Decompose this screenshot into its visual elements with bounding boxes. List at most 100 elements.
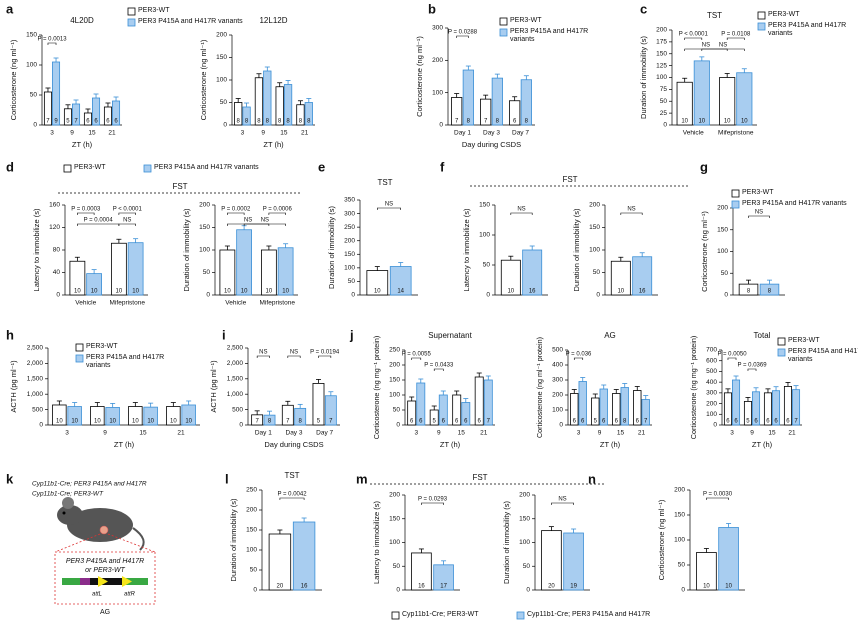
y-tick-label: 2,000 <box>27 360 44 367</box>
y-tick-label: 100 <box>552 407 563 414</box>
chart: l TST 0 50 100 150 200 250 Duration of immobilit… <box>225 471 322 594</box>
y-tick-label: 250 <box>344 224 355 231</box>
significance-bracket <box>287 355 301 358</box>
legend-entry: PER3 P415A and H417R variants <box>510 28 589 43</box>
y-tick-label: 250 <box>246 487 257 494</box>
significance-bracket <box>268 212 286 215</box>
significance-label: NS <box>385 202 393 208</box>
significance-bracket <box>118 223 136 226</box>
x-axis-label: ZT (h) <box>114 440 135 449</box>
legend-entry: PER3-WT <box>768 11 800 18</box>
n-label: 6 <box>86 119 90 125</box>
legend-label: PER3-WT <box>138 7 170 14</box>
significance-label: P = 0.0006 <box>263 207 293 213</box>
n-label: 7 <box>455 119 459 125</box>
significance-label: P = 0.0194 <box>310 350 340 356</box>
bar <box>541 530 562 591</box>
panel-letter: b <box>428 1 436 16</box>
y-axis-label: ACTH (pg ml⁻¹) <box>209 360 218 413</box>
y-tick-label: 50 <box>393 563 401 570</box>
significance-label: P = 0.0004 <box>84 218 114 224</box>
x-axis-label: Day during CSDS <box>462 140 521 149</box>
y-axis-label: Corticosterone (ng ml⁻¹) <box>700 211 709 292</box>
mouse-eye <box>62 511 66 515</box>
chart: Total 0 100 200 300 400 500 600 700 Corticosteron… <box>690 331 858 449</box>
construct-label: or PER3-WT <box>85 567 125 574</box>
y-tick-label: 1,000 <box>27 391 44 398</box>
y-tick-label: 100 <box>246 547 257 554</box>
y-tick-label: 50 <box>678 562 686 569</box>
significance-label: NS <box>719 43 727 49</box>
y-tick-label: 1,500 <box>227 376 244 383</box>
y-tick-label: 125 <box>656 62 667 69</box>
x-tick-label: 9 <box>70 130 74 137</box>
y-tick-label: 0 <box>351 292 355 299</box>
significance-label: NS <box>259 350 267 356</box>
panel-letter: n <box>588 471 596 486</box>
x-tick-label: 15 <box>88 130 96 137</box>
y-tick-label: 50 <box>30 92 38 99</box>
y-tick-label: 50 <box>660 98 668 105</box>
significance-label: P = 0.0288 <box>448 30 478 36</box>
y-tick-label: 200 <box>706 400 717 407</box>
significance-label: NS <box>755 210 763 216</box>
n-label: 6 <box>114 119 118 125</box>
y-tick-label: 500 <box>32 406 43 413</box>
y-axis-label: Corticosterone (ng mg⁻¹ protein) <box>373 336 381 439</box>
n-label: 20 <box>548 584 555 590</box>
legend-label: PER3-WT <box>742 189 774 196</box>
legend-entry: PER3 P415A and H417R variants <box>154 164 259 171</box>
callout-line <box>107 533 156 553</box>
chart-title: FST <box>562 175 577 184</box>
legend-label: PER3 P415A and H417R variants <box>510 28 589 43</box>
x-tick-label: 21 <box>301 130 309 137</box>
x-tick-label: 15 <box>768 430 776 437</box>
chart: 0 50 100 150 200 Duration of immobility (s) 20… <box>502 492 590 594</box>
legend-label: PER3-WT <box>768 11 800 18</box>
n-label: 10 <box>147 419 154 425</box>
legend-entry: PER3-WT <box>86 343 118 350</box>
y-tick-label: 200 <box>216 32 227 39</box>
x-tick-label: 3 <box>577 430 581 437</box>
y-tick-label: 0 <box>596 292 600 299</box>
legend-label: PER3 P415A and H417R variants <box>138 18 243 25</box>
significance-label: P = 0.036 <box>566 352 592 358</box>
y-tick-label: 50 <box>593 269 601 276</box>
significance-bracket <box>118 212 136 215</box>
legend-label: PER3 P415A and H417R variants <box>788 348 858 363</box>
y-tick-label: 200 <box>674 487 685 494</box>
significance-bracket <box>377 207 401 210</box>
y-tick-label: 300 <box>552 377 563 384</box>
panel-letter: h <box>6 327 14 342</box>
y-axis-label: Corticosterone (ng ml⁻¹) <box>9 39 18 120</box>
legend-swatch <box>499 28 508 37</box>
n-label: 10 <box>266 289 273 295</box>
y-tick-label: 2,500 <box>227 345 244 352</box>
n-label: 8 <box>268 419 272 425</box>
chart: AG 0 100 200 300 400 500 Corticosterone (ng ml⁻… <box>536 331 652 449</box>
significance-label: P < 0.0001 <box>113 207 143 213</box>
n-label: 7 <box>255 419 259 425</box>
legend-entry: PER3-WT <box>788 337 820 344</box>
n-label: 8 <box>525 119 529 125</box>
y-tick-label: 100 <box>389 392 400 399</box>
y-axis-label: Corticosterone (ng ml⁻¹ protein) <box>536 337 544 438</box>
y-tick-label: 200 <box>589 202 600 209</box>
n-label: 10 <box>132 289 139 295</box>
legend-swatch <box>143 164 152 173</box>
y-tick-label: 100 <box>519 539 530 546</box>
chart: i 0 500 1,000 1,500 2,000 2,500 ACTH (pg ml⁻¹) D… <box>209 327 340 449</box>
y-tick-label: 100 <box>717 248 728 255</box>
legend-swatch <box>391 611 400 620</box>
y-tick-label: 150 <box>344 251 355 258</box>
n-label: 8 <box>299 119 303 125</box>
y-axis-label: Latency to immobilize (s) <box>32 208 41 291</box>
y-tick-label: 120 <box>49 224 60 231</box>
n-label: 6 <box>636 419 640 425</box>
n-label: 17 <box>440 584 447 590</box>
legend-label: PER3-WT <box>86 343 118 350</box>
chart-title: TST <box>377 178 392 187</box>
n-label: 10 <box>132 419 139 425</box>
